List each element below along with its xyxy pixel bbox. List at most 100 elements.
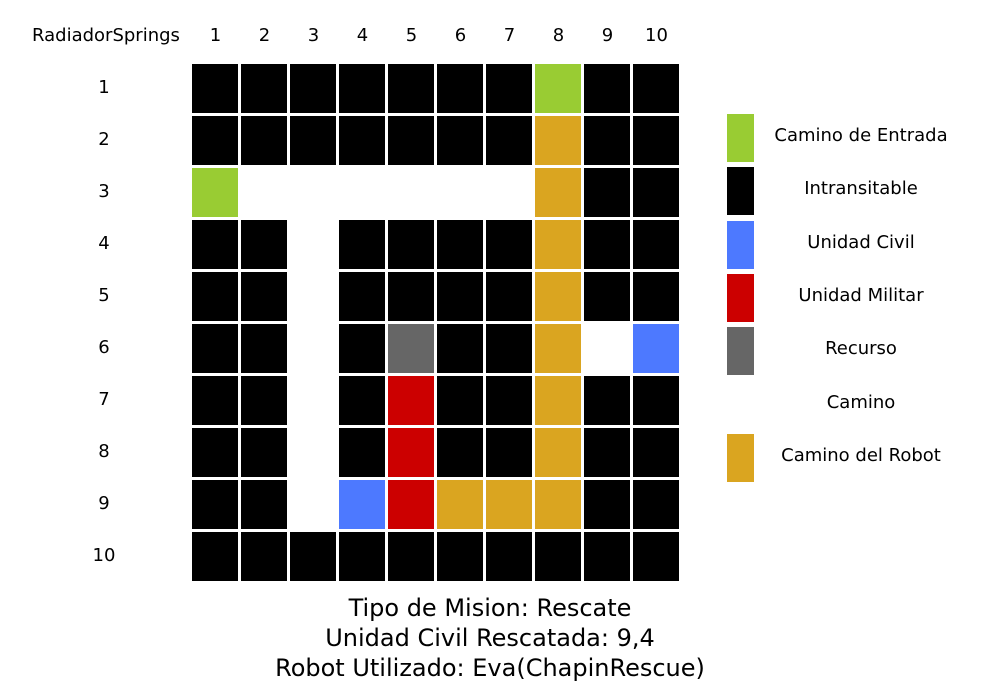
path-cell xyxy=(241,168,287,217)
column-label: 3 xyxy=(307,25,320,46)
impassable-cell xyxy=(633,220,679,269)
mission-type-text: Tipo de Mision: Rescate xyxy=(348,594,632,622)
impassable-cell xyxy=(241,480,287,529)
path-cell xyxy=(290,376,336,425)
map-grid xyxy=(192,64,679,581)
robot-path-cell xyxy=(535,272,581,321)
impassable-cell xyxy=(339,532,385,581)
path-cell xyxy=(290,220,336,269)
impassable-cell xyxy=(584,64,630,113)
path-cell xyxy=(290,272,336,321)
legend-swatch xyxy=(727,114,754,162)
legend-label: Camino del Robot xyxy=(781,444,941,466)
impassable-cell xyxy=(633,480,679,529)
military-unit-cell xyxy=(388,480,434,529)
path-cell xyxy=(486,168,532,217)
impassable-cell xyxy=(437,376,483,425)
impassable-cell xyxy=(437,428,483,477)
legend-label: Camino xyxy=(826,391,896,413)
impassable-cell xyxy=(339,428,385,477)
robot-path-cell xyxy=(535,324,581,373)
row-label: 6 xyxy=(98,337,110,358)
resource-cell xyxy=(388,324,434,373)
row-label: 5 xyxy=(98,285,110,306)
impassable-cell xyxy=(486,324,532,373)
impassable-cell xyxy=(486,376,532,425)
impassable-cell xyxy=(437,272,483,321)
impassable-cell xyxy=(192,532,238,581)
impassable-cell xyxy=(535,532,581,581)
impassable-cell xyxy=(290,64,336,113)
legend-swatch xyxy=(727,433,754,482)
row-label: 7 xyxy=(98,389,110,410)
impassable-cell xyxy=(584,168,630,217)
impassable-cell xyxy=(241,64,287,113)
legend-label: Recurso xyxy=(825,338,897,360)
row-label: 3 xyxy=(98,181,110,202)
impassable-cell xyxy=(339,64,385,113)
impassable-cell xyxy=(584,116,630,165)
impassable-cell xyxy=(192,428,238,477)
path-cell xyxy=(437,168,483,217)
legend-swatch xyxy=(727,220,754,269)
impassable-cell xyxy=(437,116,483,165)
path-cell xyxy=(290,480,336,529)
impassable-cell xyxy=(388,532,434,581)
impassable-cell xyxy=(339,324,385,373)
row-label: 10 xyxy=(92,545,116,566)
mission-summary: Tipo de Mision: Rescate Unidad Civil Res… xyxy=(190,593,790,683)
impassable-cell xyxy=(192,324,238,373)
robot-path-cell xyxy=(437,480,483,529)
impassable-cell xyxy=(437,324,483,373)
robot-path-cell xyxy=(535,376,581,425)
path-cell xyxy=(339,168,385,217)
impassable-cell xyxy=(486,64,532,113)
civil-unit-cell xyxy=(339,480,385,529)
rescued-unit-text: Unidad Civil Rescatada: 9,4 xyxy=(325,624,655,652)
impassable-cell xyxy=(584,532,630,581)
impassable-cell xyxy=(192,64,238,113)
impassable-cell xyxy=(241,272,287,321)
impassable-cell xyxy=(339,220,385,269)
impassable-cell xyxy=(584,220,630,269)
row-label: 1 xyxy=(98,77,110,98)
impassable-cell xyxy=(339,116,385,165)
path-cell xyxy=(290,428,336,477)
impassable-cell xyxy=(633,376,679,425)
impassable-cell xyxy=(633,428,679,477)
robot-path-cell xyxy=(486,480,532,529)
map-title: RadiadorSprings xyxy=(32,25,180,46)
impassable-cell xyxy=(241,324,287,373)
legend-swatch xyxy=(727,327,754,376)
column-label: 2 xyxy=(258,25,271,46)
row-label: 9 xyxy=(98,493,110,514)
impassable-cell xyxy=(192,376,238,425)
column-label: 7 xyxy=(503,25,516,46)
impassable-cell xyxy=(388,272,434,321)
legend-swatch xyxy=(727,273,754,322)
legend-label: Camino de Entrada xyxy=(774,125,948,146)
impassable-cell xyxy=(633,116,679,165)
impassable-cell xyxy=(192,220,238,269)
impassable-cell xyxy=(241,220,287,269)
impassable-cell xyxy=(241,532,287,581)
robot-path-cell xyxy=(535,168,581,217)
impassable-cell xyxy=(290,532,336,581)
impassable-cell xyxy=(192,272,238,321)
legend-label: Unidad Militar xyxy=(798,284,924,306)
legend-label: Intransitable xyxy=(804,178,918,200)
impassable-cell xyxy=(486,220,532,269)
entry-path-cell xyxy=(192,168,238,217)
column-label: 9 xyxy=(601,25,614,46)
impassable-cell xyxy=(437,64,483,113)
column-label: 10 xyxy=(645,25,668,46)
impassable-cell xyxy=(584,376,630,425)
legend-label: Unidad Civil xyxy=(807,231,915,253)
impassable-cell xyxy=(290,116,336,165)
impassable-cell xyxy=(486,116,532,165)
impassable-cell xyxy=(437,532,483,581)
row-label: 8 xyxy=(98,441,110,462)
impassable-cell xyxy=(192,116,238,165)
impassable-cell xyxy=(486,428,532,477)
impassable-cell xyxy=(388,116,434,165)
